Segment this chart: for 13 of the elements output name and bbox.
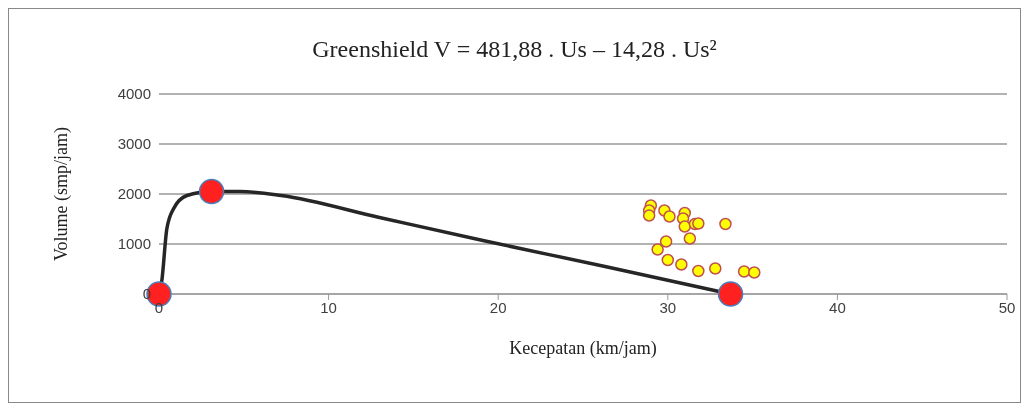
x-tick-label: 30	[659, 298, 677, 316]
y-tick-label: 1000	[117, 235, 151, 253]
y-tick-label: 4000	[117, 85, 151, 103]
y-axis-title: Volume (smp/jam)	[51, 126, 73, 262]
x-tick-label: 40	[829, 298, 846, 316]
x-tick-label: 20	[489, 298, 507, 316]
x-tick-label: 50	[998, 298, 1016, 316]
x-axis-title: Kecepatan (km/jam)	[509, 338, 657, 359]
x-tick-label: 10	[320, 298, 337, 316]
y-tick-label: 2000	[117, 185, 151, 203]
chart-title: Greenshield V = 481,88 . Us – 14,28 . Us²	[311, 35, 718, 64]
y-tick-label: 0	[142, 285, 151, 303]
y-tick-label: 3000	[117, 135, 151, 153]
